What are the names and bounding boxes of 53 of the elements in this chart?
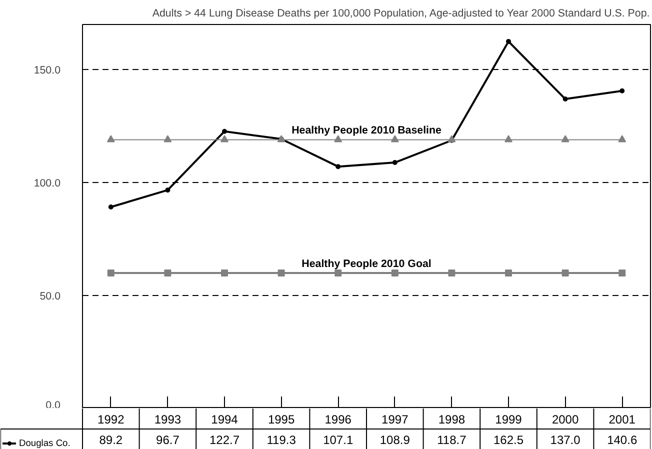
x-tick-label: 1995 <box>268 412 295 426</box>
point <box>448 269 456 276</box>
x-tick-label: 2000 <box>552 412 579 426</box>
point <box>334 269 342 276</box>
point <box>506 38 511 44</box>
y-tick-label: 50.0 <box>40 290 61 303</box>
point <box>164 269 172 276</box>
point <box>390 135 399 142</box>
point <box>108 204 114 210</box>
x-tick-label: 1992 <box>98 412 125 426</box>
point <box>220 135 228 142</box>
point <box>165 188 170 193</box>
point <box>618 269 626 276</box>
point <box>164 135 172 142</box>
point <box>278 269 285 276</box>
point <box>561 135 570 142</box>
chart-title: Adults > 44 Lung Disease Deaths per 100,000 Population, Age-adjusted to Year 2000 Standard U.S. Pop. <box>152 8 650 20</box>
x-tick-label: 2001 <box>608 412 636 426</box>
series-label: Healthy People 2010 Goal <box>302 258 432 270</box>
point <box>336 164 341 170</box>
data-label: 107.1 <box>323 432 354 447</box>
point <box>620 88 625 94</box>
point <box>562 269 569 276</box>
x-tick-label: 1994 <box>211 412 238 426</box>
point <box>504 135 512 142</box>
data-label: 96.7 <box>156 432 180 447</box>
x-tick-label: 1999 <box>495 412 522 426</box>
point <box>221 269 228 276</box>
data-label: 119.3 <box>266 432 296 447</box>
point <box>222 128 227 134</box>
point <box>391 269 398 276</box>
data-label: 108.9 <box>380 432 410 447</box>
point <box>392 160 398 166</box>
point <box>505 269 512 276</box>
point <box>107 269 114 276</box>
point <box>448 135 456 142</box>
x-tick-label: 1993 <box>154 412 182 426</box>
legend-label: Douglas Co. <box>19 438 70 448</box>
x-tick-label: 1998 <box>438 412 466 426</box>
y-tick-label: 150.0 <box>34 64 61 77</box>
x-tick-label: 1997 <box>382 412 409 426</box>
data-label: 140.6 <box>607 432 638 447</box>
point <box>562 96 568 102</box>
x-tick-label: 1996 <box>324 412 352 426</box>
data-label: 137.0 <box>550 432 581 447</box>
point <box>106 135 115 142</box>
y-tick-label: 100.0 <box>34 178 61 190</box>
data-label: 122.7 <box>209 432 240 447</box>
data-label: 118.7 <box>437 432 467 447</box>
data-label: 89.2 <box>99 432 123 447</box>
point <box>618 135 626 142</box>
data-label: 162.5 <box>493 432 524 447</box>
series-label: Healthy People 2010 Baseline <box>292 124 442 137</box>
